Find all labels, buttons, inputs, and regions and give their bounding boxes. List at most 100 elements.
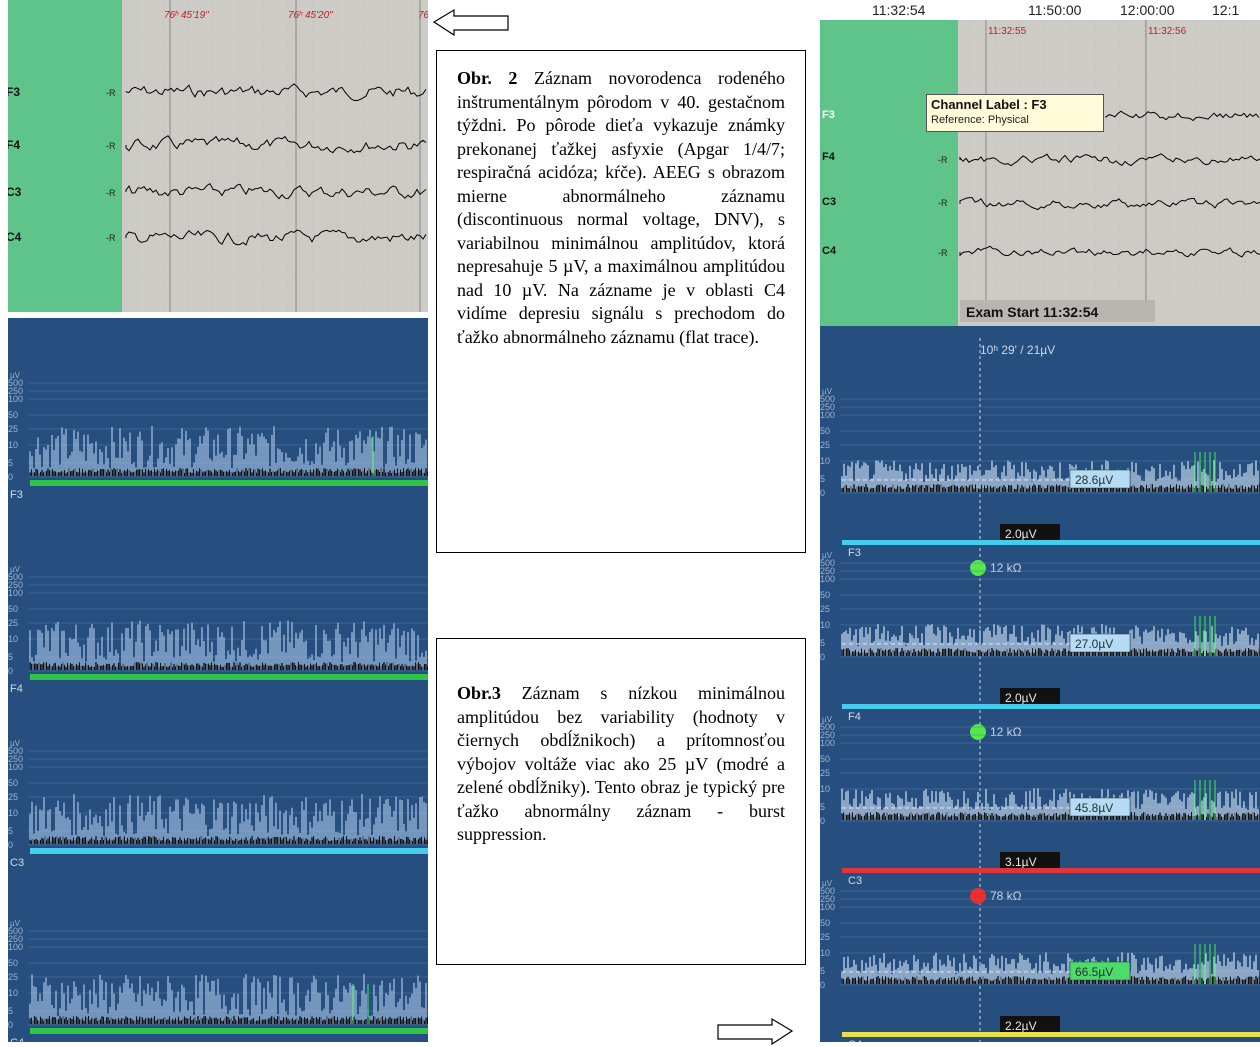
- channel-label-c3: C3: [822, 196, 836, 208]
- trend-channel-label: C4: [848, 1039, 862, 1042]
- scale-tick: 10: [8, 808, 18, 818]
- scale-tick: 25: [820, 932, 830, 942]
- max-value: 45.8µV: [1075, 801, 1113, 815]
- min-value: 3.1µV: [1005, 855, 1037, 869]
- scale-unit: µV: [10, 565, 21, 574]
- scale-tick: 50: [820, 590, 830, 600]
- scale-tick: 10: [820, 620, 830, 630]
- scale-tick: 500: [8, 926, 23, 936]
- right-channel-strip: [820, 20, 958, 326]
- trend-channel-label: F4: [848, 711, 861, 723]
- caption-label: Obr.3: [457, 683, 501, 703]
- tooltip-title: Channel Label : F3: [931, 97, 1047, 112]
- scale-unit: µV: [822, 715, 833, 724]
- tooltip-subtitle: Reference: Physical: [931, 114, 1029, 126]
- impedance-dot: [970, 888, 986, 904]
- scale-tick: 0: [8, 840, 13, 850]
- scale-tick: 10: [8, 440, 18, 450]
- scale-tick: 250: [8, 386, 23, 396]
- trend-channel-label: C3: [10, 857, 24, 869]
- channel-label-f4: F4: [8, 138, 20, 152]
- scale-tick: 100: [8, 942, 23, 952]
- eeg-trace: [959, 153, 1260, 167]
- scale-tick: 5: [8, 458, 13, 468]
- trend-channel-label: F3: [10, 489, 23, 501]
- left-aeeg-panel: 76ʰ 45'19" 76ʰ 45'20" 76 F3 F4 C3 C4 -R …: [8, 0, 428, 1042]
- caption-obr-3: Obr.3 Záznam s nízkou minimálnou amplitú…: [436, 638, 806, 965]
- scale-tick: 10: [820, 948, 830, 958]
- trend-channel-label: F3: [848, 547, 861, 559]
- impedance-value: 12 kΩ: [990, 561, 1022, 575]
- scale-tick: 25: [820, 440, 830, 450]
- channel-label-c4: C4: [8, 230, 22, 244]
- max-value-box: [1069, 469, 1131, 489]
- trend-status-bar: [30, 1028, 428, 1034]
- max-value-box: [1069, 961, 1131, 981]
- header-time: 11:50:00: [1028, 2, 1082, 18]
- trend-status-bar: [842, 540, 1260, 545]
- header-time: 12:1: [1212, 2, 1239, 18]
- min-value-box: [1000, 688, 1060, 706]
- right-trend-area: µV 500 250 100 50 25 10 5 0 28.6µV 2.0µV F3 12 kΩ µV 5…: [820, 326, 1260, 1042]
- impedance-dot: [970, 560, 986, 576]
- scale-tick: 250: [8, 934, 23, 944]
- scale-tick: 25: [820, 768, 830, 778]
- scale-tick: 100: [8, 762, 23, 772]
- scale-tick: 25: [8, 972, 18, 982]
- eeg-trace: [125, 182, 427, 200]
- left-raw-svg: 76ʰ 45'19" 76ʰ 45'20" 76 F3 F4 C3 C4 -R …: [8, 0, 428, 312]
- scale-unit: µV: [822, 879, 833, 888]
- max-value-box: [1069, 633, 1131, 653]
- scale-tick: 25: [8, 424, 18, 434]
- scale-tick: 500: [820, 722, 835, 732]
- min-value: 2.2µV: [1005, 1019, 1037, 1033]
- scale-tick: 10: [820, 456, 830, 466]
- scale-tick: 50: [820, 918, 830, 928]
- scale-tick: 0: [820, 488, 825, 498]
- channel-ref: -R: [938, 248, 948, 258]
- scale-tick: 5: [820, 966, 825, 976]
- trend-status-bar: [842, 704, 1260, 709]
- scale-tick: 5: [8, 826, 13, 836]
- eeg-trace: [959, 245, 1260, 258]
- max-value: 66.5µV: [1075, 965, 1113, 979]
- scale-tick: 5: [8, 1006, 13, 1016]
- eeg-trace: [1105, 110, 1260, 122]
- channel-ref: -R: [938, 155, 948, 165]
- right-aeeg-panel: 11:32:54 11:50:00 12:00:00 12:1 11:32:55…: [820, 0, 1260, 1042]
- min-value-box: [1000, 1016, 1060, 1034]
- left-time-mark: 76ʰ 45'20": [288, 10, 333, 21]
- scale-tick: 0: [8, 1020, 13, 1030]
- scale-tick: 25: [820, 604, 830, 614]
- scale-tick: 50: [820, 754, 830, 764]
- scale-tick: 250: [820, 566, 835, 576]
- scale-unit: µV: [10, 739, 21, 748]
- channel-ref: -R: [106, 88, 116, 98]
- arrow-right-icon: [717, 1017, 794, 1046]
- scale-tick: 100: [8, 394, 23, 404]
- scale-tick: 50: [8, 410, 18, 420]
- scale-tick: 0: [8, 666, 13, 676]
- right-time-mark: 11:32:56: [1148, 26, 1187, 37]
- max-value: 27.0µV: [1075, 637, 1113, 651]
- channel-label-c3: C3: [8, 185, 22, 199]
- right-time-mark: 11:32:55: [988, 26, 1027, 37]
- eeg-trace: [125, 83, 427, 102]
- caption-obr-2: Obr. 2 Záznam novorodenca rodeného inštr…: [436, 50, 806, 553]
- scale-tick: 0: [820, 652, 825, 662]
- trend-status-bar: [842, 868, 1260, 873]
- scale-tick: 50: [8, 604, 18, 614]
- header-time: 11:32:54: [872, 2, 926, 18]
- scale-tick: 100: [8, 588, 23, 598]
- scale-tick: 500: [820, 886, 835, 896]
- scale-tick: 50: [8, 778, 18, 788]
- channel-label-c4: C4: [822, 245, 837, 257]
- scale-tick: 25: [8, 618, 18, 628]
- left-raw-eeg: 76ʰ 45'19" 76ʰ 45'20" 76 F3 F4 C3 C4 -R …: [8, 0, 428, 312]
- channel-ref: -R: [106, 141, 116, 151]
- impedance-value: 12 kΩ: [990, 725, 1022, 739]
- channel-ref: -R: [106, 233, 116, 243]
- trend-channel-label: F4: [10, 683, 23, 695]
- caption-text: Záznam s nízkou minimálnou amplitúdou be…: [457, 683, 785, 844]
- min-value-box: [1000, 852, 1060, 870]
